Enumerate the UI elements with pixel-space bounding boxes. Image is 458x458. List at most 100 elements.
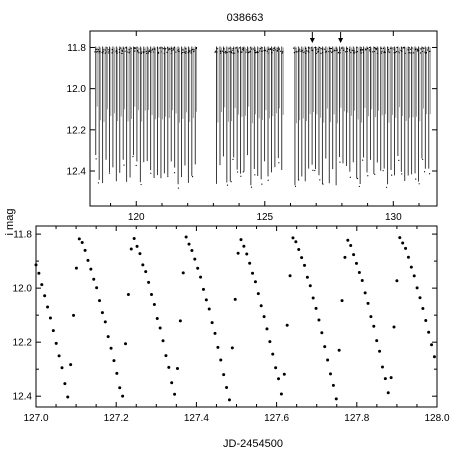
bottom-data-point [196,266,200,270]
top-data-point [171,50,173,52]
top-data-point [366,47,369,50]
top-data-point [302,51,304,54]
bottom-data-point [268,340,272,344]
top-data-point [388,51,391,53]
top-data-point [147,52,149,54]
top-data-point [221,50,224,52]
bottom-data-point [141,263,145,267]
top-data-point [140,52,143,55]
bottom-data-point [291,236,295,240]
bottom-data-point [349,244,353,248]
top-data-point [228,47,230,49]
top-data-point [305,52,307,54]
bottom-data-point [297,248,301,252]
top-data-point [128,49,130,51]
top-data-point [425,51,428,54]
bottom-data-point [43,294,47,298]
top-data-point [346,50,348,53]
bottom-data-point [277,377,281,381]
top-data-point [193,51,195,53]
bottom-data-point [363,291,367,295]
top-data-point [409,48,411,50]
top-data-points [94,32,431,189]
bottom-data-point [83,248,87,252]
top-data-point [362,159,364,161]
top-data-point [301,49,303,51]
top-data-point [422,50,424,53]
top-data-point [300,50,302,52]
top-data-point [360,50,362,52]
top-data-point [172,48,175,50]
top-data-point [373,50,376,53]
top-data-point [240,175,242,177]
top-data-point [315,47,317,49]
top-data-point [351,49,353,51]
bottom-data-point [158,326,162,330]
top-data-point [376,52,378,54]
bottom-data-point [357,270,361,274]
top-data-point [248,51,250,53]
top-data-point [108,49,111,51]
top-data-point [175,51,177,53]
bottom-data-point [178,319,182,323]
top-panel: 120 125 130 11.8 12.0 12.2 12.4 [67,30,438,223]
top-data-point [339,52,341,54]
top-data-point [293,52,295,54]
bottom-data-point [201,287,205,291]
top-data-point [330,50,332,52]
top-data-point [328,51,330,53]
top-data-point [102,50,104,52]
top-data-point [160,51,162,53]
top-data-point [353,52,355,54]
top-data-point [409,52,411,54]
top-data-point [356,51,359,53]
bottom-data-point [360,278,364,282]
top-data-point [342,49,345,51]
bottom-data-point [328,372,332,376]
top-data-point [132,155,134,158]
top-data-point [401,173,403,175]
top-data-point [256,51,258,54]
top-data-point [367,175,369,177]
top-data-point [230,52,233,54]
top-data-point [398,159,400,161]
top-data-point [107,52,110,54]
top-data-point [223,51,225,53]
top-data-point [161,47,163,49]
top-data-point [278,162,280,164]
top-data-point [249,51,251,53]
bottom-x-tick-label: 127.8 [344,413,369,424]
top-data-point [250,47,252,49]
top-data-point [104,49,107,51]
top-data-point [337,52,339,54]
top-data-point [170,52,172,55]
top-data-point [142,52,145,54]
top-data-point [250,186,253,188]
bottom-data-point [118,386,122,390]
top-data-point [335,49,337,52]
top-data-point [375,47,377,49]
top-data-point [96,48,98,50]
top-data-point [401,47,403,49]
bottom-data-point [375,339,379,343]
bottom-data-point [135,244,139,248]
top-data-point [140,183,142,186]
top-data-point [361,49,363,51]
x-axis-label: JD-2454500 [223,438,283,450]
top-data-point [345,51,347,53]
top-data-point [321,51,324,54]
top-data-point [382,170,384,172]
top-data-point [362,49,364,51]
top-data-point [106,47,108,49]
top-data-point [185,51,187,53]
top-data-point [320,52,322,54]
top-data-point [305,50,308,52]
bottom-data-point [265,327,269,331]
bottom-data-point [199,275,203,279]
top-data-point [308,51,310,53]
top-data-point [380,52,383,54]
top-data-point [111,52,113,54]
top-data-point [240,51,242,53]
top-data-point [242,171,244,173]
top-data-point [354,52,356,54]
